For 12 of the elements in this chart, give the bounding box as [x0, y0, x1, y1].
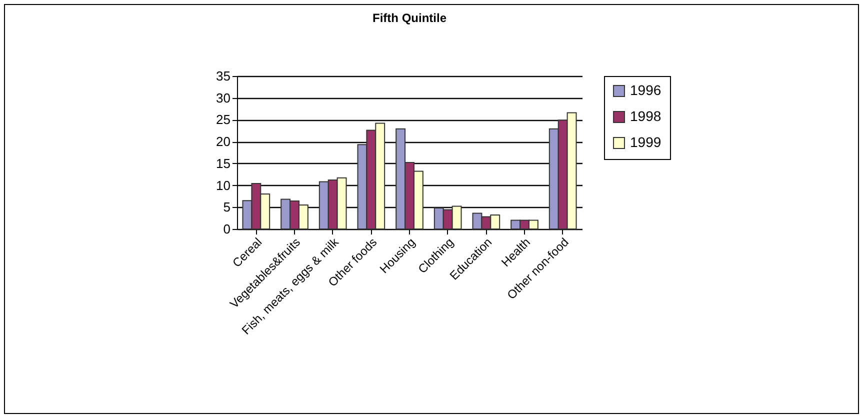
- y-tick-label: 35: [216, 68, 230, 84]
- legend-label: 1999: [630, 134, 662, 150]
- y-tick-label: 20: [216, 134, 230, 150]
- y-tick-label: 10: [216, 178, 230, 193]
- chart-title: Fifth Quintile: [372, 11, 447, 25]
- y-tick-label: 5: [223, 200, 230, 215]
- y-tick-label: 30: [216, 90, 230, 106]
- y-tick-label: 25: [216, 112, 230, 128]
- y-tick-label: 15: [216, 156, 230, 171]
- legend-label: 1996: [630, 82, 662, 98]
- legend-label: 1998: [630, 108, 662, 124]
- y-tick-label: 0: [223, 222, 230, 236]
